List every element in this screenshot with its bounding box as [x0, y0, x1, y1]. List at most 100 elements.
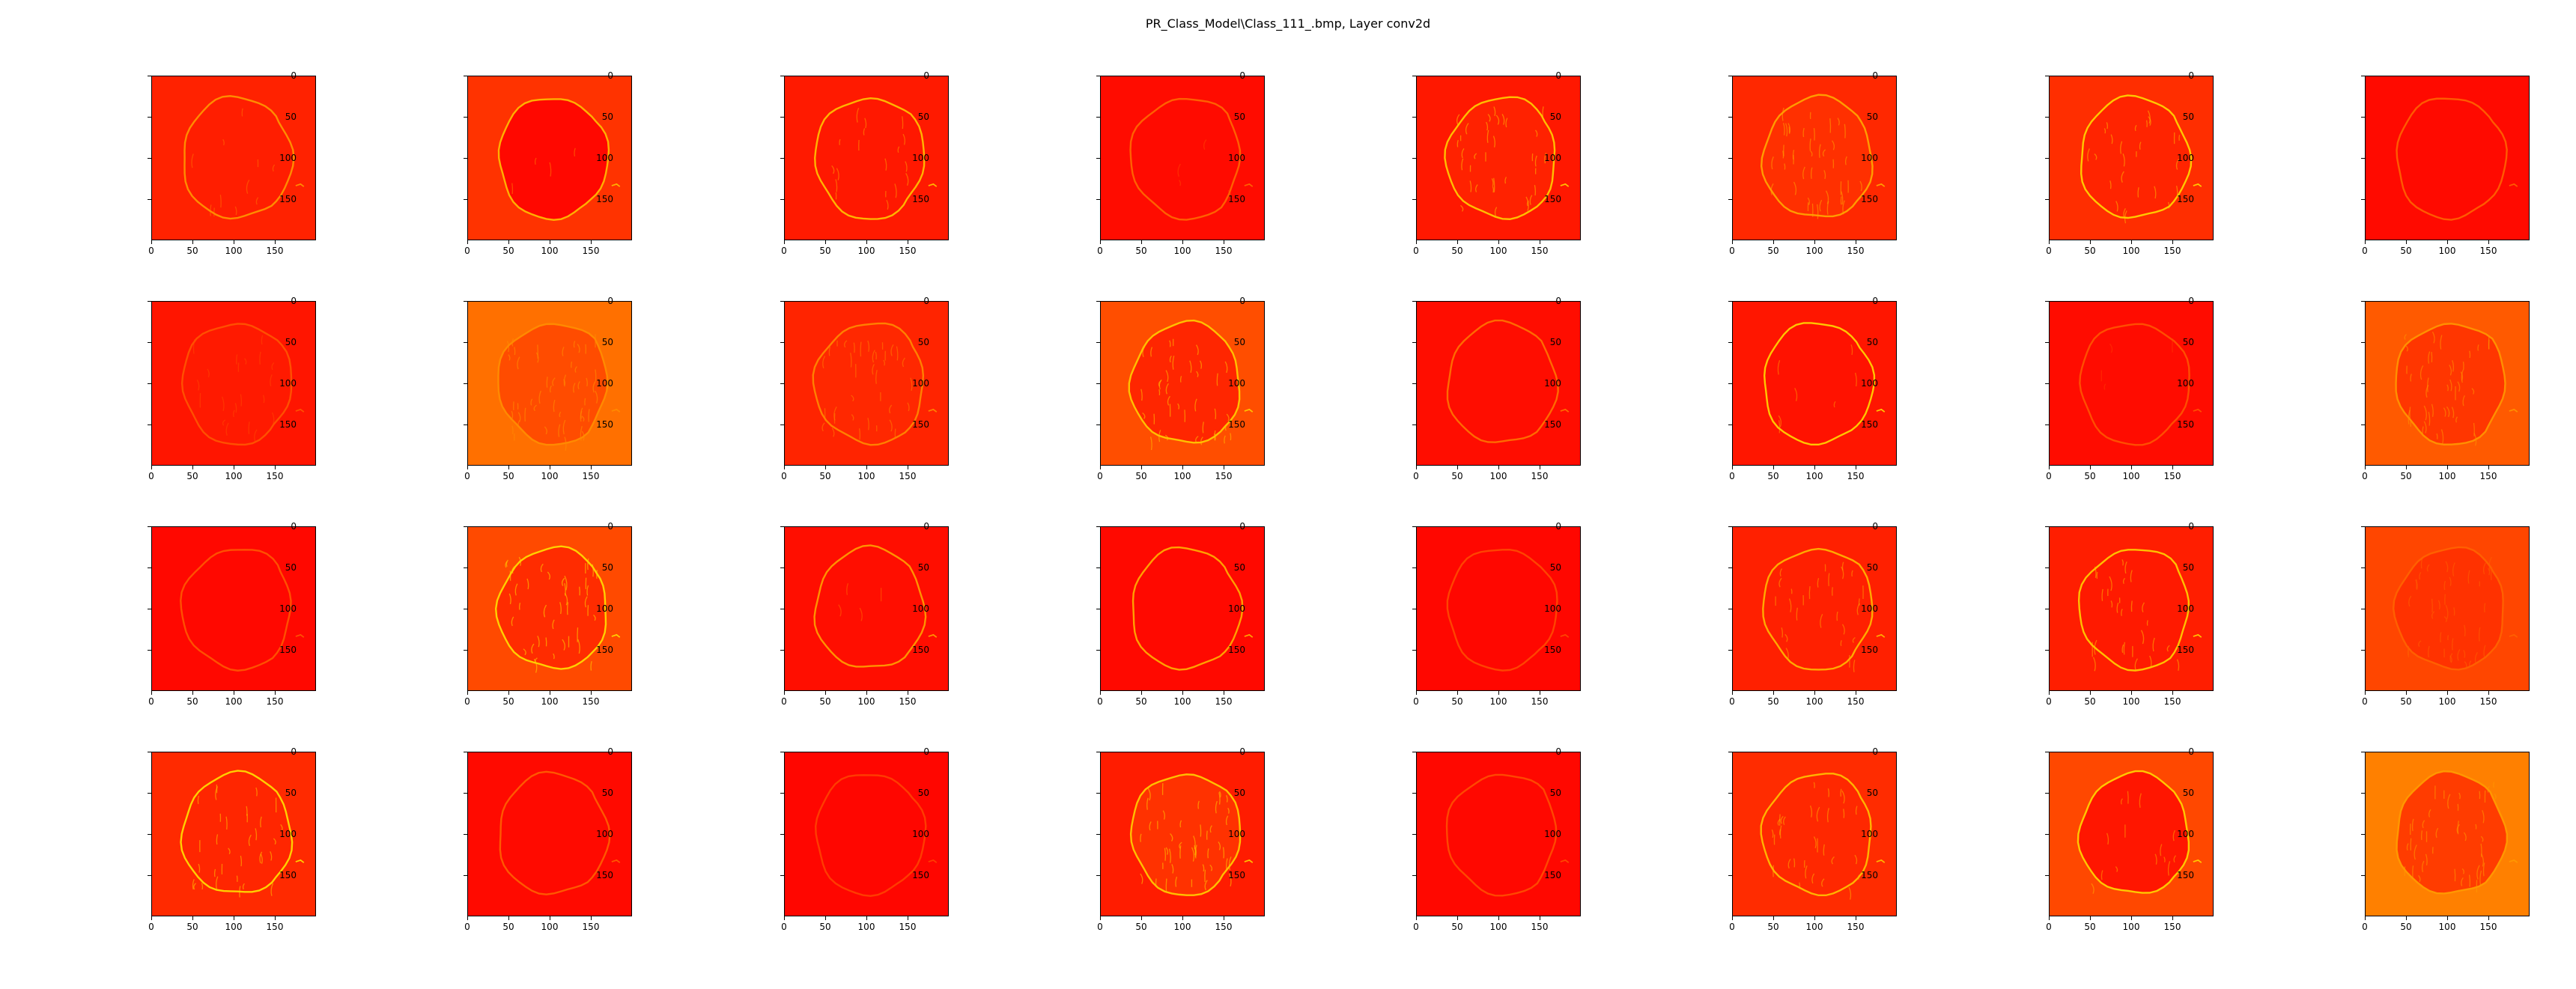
texture-stroke: [1204, 869, 1206, 883]
x-tick: [1182, 466, 1183, 469]
x-tick-label: 100: [1173, 696, 1191, 707]
y-tick-label: 0: [1872, 70, 1878, 81]
y-tick-label: 150: [1228, 194, 1245, 204]
texture-stroke: [2440, 335, 2443, 350]
texture-stroke: [2469, 660, 2472, 667]
edge-notch: [295, 408, 305, 413]
y-tick-label: 100: [912, 603, 929, 614]
edge-notch: [1244, 633, 1254, 638]
y-tick-label: 100: [596, 829, 613, 839]
texture-stroke: [1204, 880, 1208, 891]
texture-stroke: [2163, 856, 2166, 862]
x-tick-label: 100: [857, 246, 875, 256]
texture-stroke: [2406, 843, 2409, 851]
x-tick: [2048, 466, 2050, 469]
texture-stroke: [2420, 558, 2423, 569]
texture-stroke: [2149, 655, 2152, 668]
y-tick: [780, 567, 784, 568]
x-tick: [783, 691, 785, 695]
x-tick-label: 150: [582, 471, 600, 481]
texture-stroke: [1191, 847, 1195, 862]
y-tick-label: 0: [1872, 746, 1878, 757]
y-tick-label: 150: [912, 194, 929, 204]
texture-stroke: [2431, 598, 2433, 612]
x-tick-label: 0: [2362, 471, 2368, 481]
y-tick-label: 0: [1555, 70, 1561, 81]
texture-stroke: [902, 357, 905, 368]
y-tick-label: 0: [2188, 296, 2194, 306]
texture-stroke: [234, 403, 237, 413]
texture-stroke: [2414, 845, 2417, 860]
y-tick-label: 50: [601, 562, 613, 573]
texture-stroke: [2091, 883, 2094, 894]
texture-stroke: [2480, 843, 2482, 857]
feature-map-image: [468, 76, 631, 240]
x-tick-label: 100: [225, 471, 243, 481]
texture-stroke: [2428, 809, 2431, 818]
texture-stroke: [2431, 352, 2433, 362]
y-tick-label: 150: [2177, 194, 2194, 204]
texture-stroke: [2418, 640, 2422, 648]
y-tick: [780, 157, 784, 159]
y-tick-label: 100: [2177, 153, 2194, 163]
feature-map-panel: [2365, 76, 2530, 240]
feature-map-image: [152, 527, 315, 690]
texture-stroke: [2447, 794, 2451, 809]
x-tick: [1456, 466, 1458, 469]
x-tick-label: 150: [2479, 696, 2497, 707]
x-tick-label: 100: [541, 696, 559, 707]
x-tick-label: 150: [1215, 696, 1233, 707]
texture-stroke: [1200, 436, 1203, 445]
edge-notch: [611, 408, 621, 413]
x-tick: [2446, 916, 2448, 920]
texture-stroke: [2100, 870, 2103, 880]
edge-notch: [295, 183, 305, 187]
feature-map-image: [1417, 76, 1580, 240]
y-tick: [2045, 383, 2049, 384]
texture-stroke: [2094, 639, 2097, 655]
y-tick: [780, 526, 784, 527]
x-tick-label: 100: [2438, 696, 2456, 707]
edge-notch: [611, 633, 621, 638]
feature-map-image: [1101, 302, 1264, 465]
texture-stroke: [872, 350, 875, 363]
texture-stroke: [1781, 627, 1784, 638]
texture-stroke: [1475, 184, 1478, 192]
texture-stroke: [1853, 660, 1856, 672]
x-tick-label: 50: [1767, 471, 1779, 481]
texture-stroke: [1836, 611, 1838, 621]
x-tick: [2048, 691, 2050, 695]
y-tick-label: 50: [2182, 337, 2194, 347]
x-tick: [2172, 916, 2173, 920]
feature-map-panel: [151, 301, 316, 466]
y-tick-label: 0: [923, 70, 929, 81]
y-tick: [780, 300, 784, 302]
texture-stroke: [523, 648, 526, 656]
texture-stroke: [1832, 587, 1833, 596]
y-tick: [2361, 341, 2365, 343]
texture-stroke: [2461, 368, 2464, 383]
activation-region: [2395, 323, 2506, 445]
texture-stroke: [1504, 177, 1507, 184]
texture-stroke: [2426, 564, 2430, 572]
y-tick: [780, 383, 784, 384]
x-tick-label: 150: [1847, 922, 1865, 932]
texture-stroke: [234, 206, 237, 216]
texture-stroke: [1784, 163, 1786, 170]
activation-region: [1131, 546, 1244, 671]
texture-stroke: [1196, 371, 1199, 377]
texture-stroke: [537, 636, 540, 648]
x-tick: [1415, 466, 1417, 469]
y-tick-label: 0: [607, 746, 613, 757]
texture-stroke: [2166, 645, 2170, 652]
x-tick: [1498, 466, 1499, 469]
texture-stroke: [2452, 562, 2455, 576]
texture-stroke: [1209, 825, 1212, 833]
y-tick: [2045, 116, 2049, 118]
y-tick: [1096, 649, 1100, 651]
y-tick: [780, 874, 784, 876]
y-tick: [464, 526, 467, 527]
texture-stroke: [2446, 384, 2449, 392]
texture-stroke: [564, 593, 568, 606]
y-tick: [1412, 341, 1416, 343]
